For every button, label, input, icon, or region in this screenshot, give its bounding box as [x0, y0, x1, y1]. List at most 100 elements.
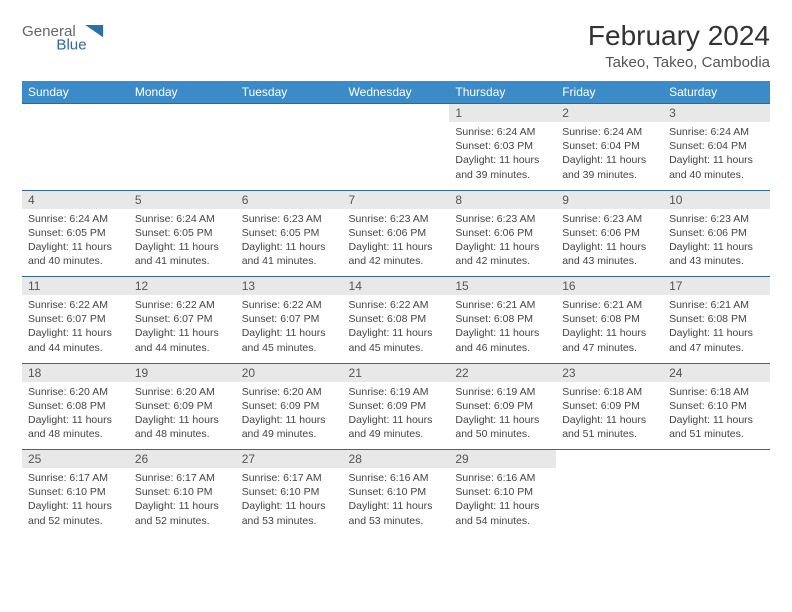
day-cell: Sunrise: 6:23 AMSunset: 6:06 PMDaylight:…	[556, 209, 663, 277]
day-number: 1	[449, 104, 556, 123]
sunrise-text: Sunrise: 6:22 AM	[28, 298, 123, 312]
daylight-text: Daylight: 11 hours and 49 minutes.	[242, 413, 337, 441]
day-header: Wednesday	[343, 81, 450, 104]
day-detail-row: Sunrise: 6:24 AMSunset: 6:03 PMDaylight:…	[22, 122, 770, 190]
sunset-text: Sunset: 6:08 PM	[562, 312, 657, 326]
sunrise-text: Sunrise: 6:17 AM	[135, 471, 230, 485]
day-number: 18	[22, 363, 129, 382]
daylight-text: Daylight: 11 hours and 53 minutes.	[242, 499, 337, 527]
daylight-text: Daylight: 11 hours and 52 minutes.	[28, 499, 123, 527]
day-number: 13	[236, 277, 343, 296]
day-detail-row: Sunrise: 6:22 AMSunset: 6:07 PMDaylight:…	[22, 295, 770, 363]
sunset-text: Sunset: 6:09 PM	[135, 399, 230, 413]
day-cell: Sunrise: 6:20 AMSunset: 6:09 PMDaylight:…	[129, 382, 236, 450]
daylight-text: Daylight: 11 hours and 45 minutes.	[349, 326, 444, 354]
day-cell: Sunrise: 6:19 AMSunset: 6:09 PMDaylight:…	[449, 382, 556, 450]
daylight-text: Daylight: 11 hours and 41 minutes.	[135, 240, 230, 268]
sunset-text: Sunset: 6:08 PM	[669, 312, 764, 326]
month-title: February 2024	[588, 20, 770, 52]
day-cell: Sunrise: 6:22 AMSunset: 6:07 PMDaylight:…	[129, 295, 236, 363]
sunrise-text: Sunrise: 6:23 AM	[562, 212, 657, 226]
sunrise-text: Sunrise: 6:21 AM	[669, 298, 764, 312]
day-number: 16	[556, 277, 663, 296]
day-number: 21	[343, 363, 450, 382]
day-cell: Sunrise: 6:23 AMSunset: 6:05 PMDaylight:…	[236, 209, 343, 277]
logo-word2: Blue	[56, 37, 86, 54]
daylight-text: Daylight: 11 hours and 49 minutes.	[349, 413, 444, 441]
day-number: 19	[129, 363, 236, 382]
day-number: 3	[663, 104, 770, 123]
logo-triangle-icon	[85, 25, 103, 37]
day-number: 11	[22, 277, 129, 296]
daylight-text: Daylight: 11 hours and 52 minutes.	[135, 499, 230, 527]
day-detail-row: Sunrise: 6:20 AMSunset: 6:08 PMDaylight:…	[22, 382, 770, 450]
sunrise-text: Sunrise: 6:18 AM	[669, 385, 764, 399]
daylight-text: Daylight: 11 hours and 42 minutes.	[349, 240, 444, 268]
day-cell: Sunrise: 6:17 AMSunset: 6:10 PMDaylight:…	[236, 468, 343, 536]
sunset-text: Sunset: 6:03 PM	[455, 139, 550, 153]
title-block: February 2024 Takeo, Takeo, Cambodia	[588, 20, 770, 71]
day-number: 5	[129, 190, 236, 209]
day-cell	[663, 468, 770, 536]
sunset-text: Sunset: 6:06 PM	[669, 226, 764, 240]
generalblue-logo-icon: General Blue	[22, 20, 132, 56]
daylight-text: Daylight: 11 hours and 41 minutes.	[242, 240, 337, 268]
sunrise-text: Sunrise: 6:24 AM	[135, 212, 230, 226]
daylight-text: Daylight: 11 hours and 53 minutes.	[349, 499, 444, 527]
day-number	[129, 104, 236, 123]
daylight-text: Daylight: 11 hours and 45 minutes.	[242, 326, 337, 354]
sunset-text: Sunset: 6:05 PM	[135, 226, 230, 240]
daylight-text: Daylight: 11 hours and 39 minutes.	[562, 153, 657, 181]
sunset-text: Sunset: 6:09 PM	[455, 399, 550, 413]
day-cell: Sunrise: 6:16 AMSunset: 6:10 PMDaylight:…	[449, 468, 556, 536]
daylight-text: Daylight: 11 hours and 50 minutes.	[455, 413, 550, 441]
day-header: Sunday	[22, 81, 129, 104]
day-number: 29	[449, 450, 556, 469]
sunrise-text: Sunrise: 6:24 AM	[562, 125, 657, 139]
sunset-text: Sunset: 6:05 PM	[28, 226, 123, 240]
sunrise-text: Sunrise: 6:17 AM	[28, 471, 123, 485]
day-detail-row: Sunrise: 6:17 AMSunset: 6:10 PMDaylight:…	[22, 468, 770, 536]
daylight-text: Daylight: 11 hours and 42 minutes.	[455, 240, 550, 268]
sunrise-text: Sunrise: 6:22 AM	[349, 298, 444, 312]
daylight-text: Daylight: 11 hours and 39 minutes.	[455, 153, 550, 181]
sunrise-text: Sunrise: 6:22 AM	[135, 298, 230, 312]
sunset-text: Sunset: 6:06 PM	[455, 226, 550, 240]
sunset-text: Sunset: 6:08 PM	[455, 312, 550, 326]
sunrise-text: Sunrise: 6:19 AM	[455, 385, 550, 399]
day-header: Thursday	[449, 81, 556, 104]
sunrise-text: Sunrise: 6:20 AM	[135, 385, 230, 399]
sunrise-text: Sunrise: 6:23 AM	[349, 212, 444, 226]
day-number: 4	[22, 190, 129, 209]
day-number	[236, 104, 343, 123]
day-cell: Sunrise: 6:24 AMSunset: 6:04 PMDaylight:…	[663, 122, 770, 190]
sunset-text: Sunset: 6:10 PM	[242, 485, 337, 499]
day-cell	[236, 122, 343, 190]
sunrise-text: Sunrise: 6:16 AM	[349, 471, 444, 485]
sunset-text: Sunset: 6:10 PM	[669, 399, 764, 413]
day-number	[22, 104, 129, 123]
sunrise-text: Sunrise: 6:16 AM	[455, 471, 550, 485]
day-cell	[556, 468, 663, 536]
day-number: 26	[129, 450, 236, 469]
location: Takeo, Takeo, Cambodia	[588, 54, 770, 71]
day-cell: Sunrise: 6:17 AMSunset: 6:10 PMDaylight:…	[22, 468, 129, 536]
day-cell: Sunrise: 6:16 AMSunset: 6:10 PMDaylight:…	[343, 468, 450, 536]
day-number	[343, 104, 450, 123]
sunset-text: Sunset: 6:07 PM	[28, 312, 123, 326]
day-cell: Sunrise: 6:23 AMSunset: 6:06 PMDaylight:…	[449, 209, 556, 277]
day-cell	[343, 122, 450, 190]
day-cell	[22, 122, 129, 190]
sunrise-text: Sunrise: 6:21 AM	[562, 298, 657, 312]
day-cell: Sunrise: 6:21 AMSunset: 6:08 PMDaylight:…	[556, 295, 663, 363]
day-header-row: SundayMondayTuesdayWednesdayThursdayFrid…	[22, 81, 770, 104]
header: General Blue February 2024 Takeo, Takeo,…	[22, 20, 770, 71]
sunrise-text: Sunrise: 6:23 AM	[242, 212, 337, 226]
sunrise-text: Sunrise: 6:19 AM	[349, 385, 444, 399]
day-header: Tuesday	[236, 81, 343, 104]
day-number-row: 2526272829	[22, 450, 770, 469]
daylight-text: Daylight: 11 hours and 47 minutes.	[562, 326, 657, 354]
day-number: 9	[556, 190, 663, 209]
day-cell: Sunrise: 6:20 AMSunset: 6:08 PMDaylight:…	[22, 382, 129, 450]
sunset-text: Sunset: 6:10 PM	[135, 485, 230, 499]
